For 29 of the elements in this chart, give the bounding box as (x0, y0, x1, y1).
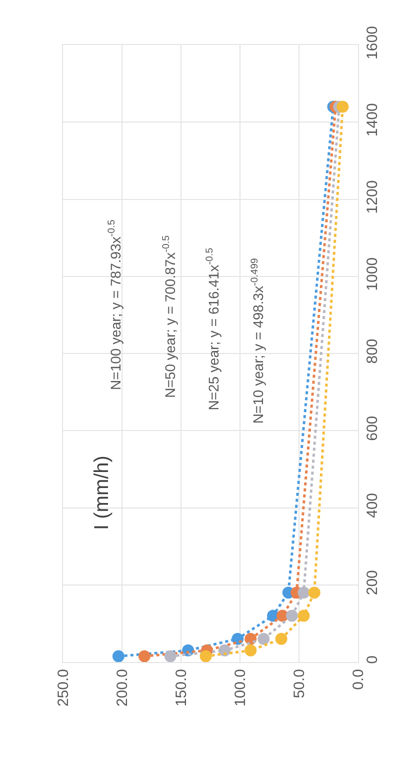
y-tick-label: 0 (364, 656, 381, 664)
point (244, 644, 257, 656)
y-tick-label: 800 (364, 338, 381, 364)
point (112, 650, 124, 662)
point (298, 586, 310, 599)
point (218, 644, 231, 656)
point (286, 610, 298, 622)
point (258, 632, 270, 645)
y-tick-label: 1000 (364, 257, 381, 291)
x-tick-label: 50.0 (290, 669, 308, 698)
point (138, 650, 150, 662)
point (308, 586, 320, 599)
point (200, 650, 212, 662)
point (298, 610, 310, 622)
point (275, 632, 288, 645)
x-tick-label: 0.0 (350, 669, 367, 690)
annotation: I (mm/h) (91, 456, 114, 530)
x-tick-label: 250.0 (54, 669, 72, 707)
y-tick-label: 1600 (364, 26, 381, 60)
point (336, 100, 349, 113)
y-tick-label: 200 (364, 570, 381, 596)
y-tick-label: 400 (364, 492, 381, 518)
y-tick-label: 1200 (364, 180, 381, 214)
y-tick-label: 600 (364, 416, 381, 441)
x-tick-label: 200.0 (114, 669, 131, 707)
x-tick-label: 150.0 (172, 669, 190, 707)
point (164, 650, 176, 662)
x-tick-label: 100.0 (232, 669, 249, 707)
y-tick-label: 1400 (364, 103, 381, 137)
